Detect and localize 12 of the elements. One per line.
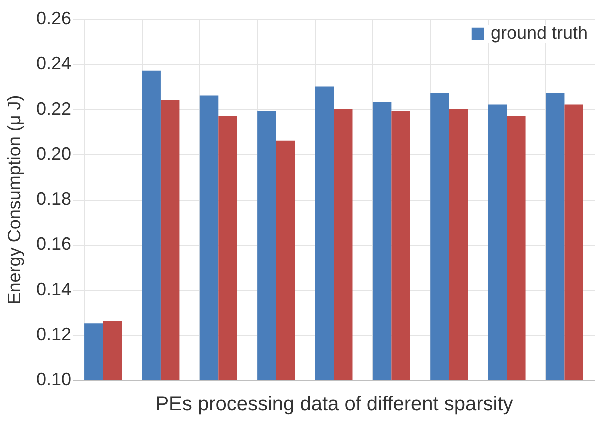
y-tick-label: 0.20: [36, 144, 72, 164]
y-tick-label: 0.18: [36, 189, 72, 209]
y-tick-label: 0.22: [36, 98, 72, 119]
y-tick-label: 0.24: [36, 54, 72, 74]
legend-label: ground truth: [491, 23, 588, 43]
y-tick-label: 0.16: [36, 234, 72, 254]
y-axis-title: Energy Consumption (μ J): [4, 95, 24, 305]
y-tick-label: 0.12: [36, 324, 72, 344]
y-tick-label: 0.14: [36, 279, 72, 300]
x-axis-title: PEs processing data of different sparsity: [156, 394, 514, 416]
y-tick-label: 0.10: [36, 370, 72, 390]
y-tick-label: 0.26: [36, 8, 72, 28]
